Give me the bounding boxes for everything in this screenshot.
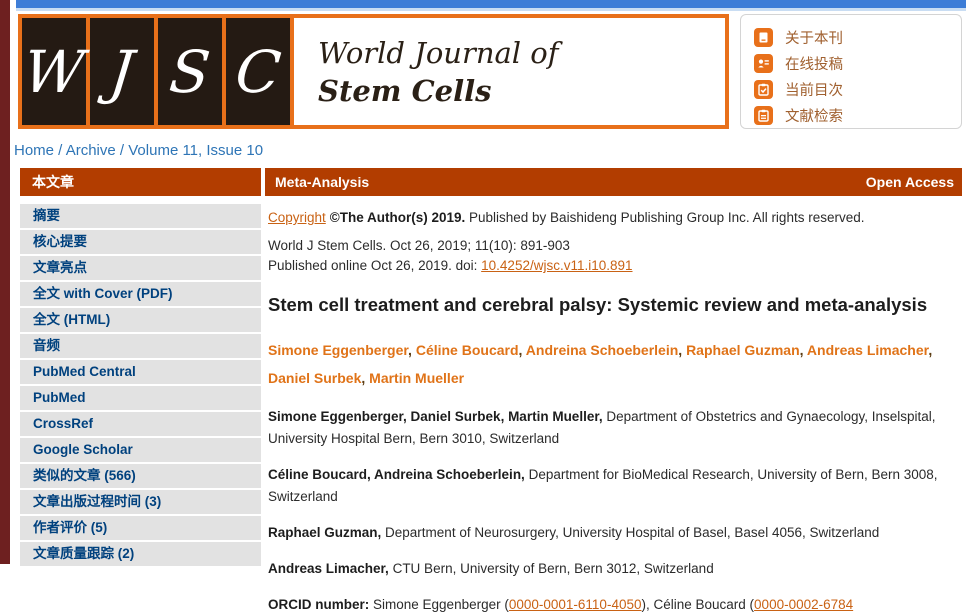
sidebar-item-crossref[interactable]: CrossRef (20, 412, 261, 436)
open-access-label: Open Access (865, 174, 954, 190)
author-link[interactable]: Raphael Guzman (686, 342, 800, 358)
logo-letter: J (106, 37, 138, 106)
author-link[interactable]: Céline Boucard (415, 342, 519, 358)
menu-item-label: 关于本刊 (785, 30, 843, 47)
article-title: Stem cell treatment and cerebral palsy: … (268, 294, 928, 315)
menu-item-current-issue[interactable]: 当前目次 (754, 76, 961, 102)
orcid-author: ), Céline Boucard ( (641, 597, 755, 612)
menu-item-label: 文献检索 (785, 108, 843, 125)
author-list: Simone Eggenberger, Céline Boucard, Andr… (268, 336, 954, 392)
sidebar-item-pubmed[interactable]: PubMed (20, 386, 261, 410)
citation-block: World J Stem Cells. Oct 26, 2019; 11(10)… (268, 236, 954, 276)
sidebar-item-google-scholar[interactable]: Google Scholar (20, 438, 261, 462)
author-link[interactable]: Martin Mueller (369, 370, 465, 386)
affiliation-authors: Raphael Guzman, (268, 525, 382, 540)
menu-item-about-journal[interactable]: 关于本刊 (754, 24, 961, 50)
breadcrumb-issue-link[interactable]: Volume 11, Issue 10 (128, 142, 264, 159)
breadcrumb-separator: / (115, 142, 129, 159)
citation-line: World J Stem Cells. Oct 26, 2019; 11(10)… (268, 238, 570, 253)
journal-logo: W J S C World Journal of Stem Cells (18, 14, 729, 129)
menu-item-label: 在线投稿 (785, 56, 843, 73)
logo-tile-c: C (226, 18, 294, 125)
journal-title-line2: Stem Cells (318, 73, 492, 108)
orcid-line: ORCID number: Simone Eggenberger (0000-0… (268, 594, 954, 616)
logo-letter: W (20, 37, 88, 106)
logo-letter: C (232, 37, 284, 106)
author-link[interactable]: Andreas Limacher (806, 342, 929, 358)
doi-link[interactable]: 10.4252/wjsc.v11.i10.891 (481, 258, 633, 273)
orcid-label: ORCID number: (268, 597, 374, 612)
article-type-label: Meta-Analysis (275, 174, 370, 190)
sidebar-items: 摘要 核心提要 文章亮点 全文 with Cover (PDF) 全文 (HTM… (20, 204, 261, 566)
sidebar-header: 本文章 (20, 168, 261, 196)
author-separator: , (408, 342, 416, 358)
journal-title: World Journal of Stem Cells (294, 18, 725, 125)
sidebar-item-author-reviews[interactable]: 作者评价 (5) (20, 516, 261, 540)
copyright-link[interactable]: Copyright (268, 210, 326, 225)
logo-tile-j: J (90, 18, 158, 125)
article-sidebar: 本文章 摘要 核心提要 文章亮点 全文 with Cover (PDF) 全文 … (20, 168, 261, 568)
sidebar-item-quality-tracking[interactable]: 文章质量跟踪 (2) (20, 542, 261, 566)
orcid-id-link[interactable]: 0000-0002-6784 (754, 597, 854, 612)
top-blue-bar-highlight (16, 8, 966, 11)
logo-tile-w: W (20, 18, 90, 125)
affiliation-text: Department of Neurosurgery, University H… (381, 525, 880, 540)
sidebar-item-publication-timeline[interactable]: 文章出版过程时间 (3) (20, 490, 261, 514)
copyright-line: Copyright ©The Author(s) 2019. Published … (268, 208, 954, 228)
top-blue-bar (16, 0, 966, 8)
affiliation-text: Department of Obstetrics and Gynaecology… (268, 409, 936, 446)
author-separator: , (799, 342, 807, 358)
author-separator: , (361, 370, 370, 386)
literature-search-icon (754, 105, 773, 125)
article-content: Copyright ©The Author(s) 2019. Published … (265, 196, 962, 616)
sidebar-item-core-tip[interactable]: 核心提要 (20, 230, 261, 254)
about-journal-icon (754, 27, 773, 47)
breadcrumb-home-link[interactable]: Home (14, 142, 55, 159)
affiliation-text: Department for BioMedical Research, Univ… (268, 467, 938, 504)
sidebar-item-fulltext-html[interactable]: 全文 (HTML) (20, 308, 261, 332)
affiliation-row: Céline Boucard, Andreina Schoeberlein, D… (268, 464, 954, 508)
quick-menu-panel: 关于本刊 在线投稿 当前目次 文献检索 (740, 14, 962, 129)
copyright-rest: Published by Baishideng Publishing Group… (465, 210, 865, 225)
breadcrumb-archive-link[interactable]: Archive (65, 142, 116, 159)
author-separator: , (928, 342, 933, 358)
orcid-author: Simone Eggenberger ( (373, 597, 509, 612)
logo-letter: S (166, 37, 214, 106)
orcid-id-link[interactable]: 0000-0001-6110-4050 (508, 597, 642, 612)
sidebar-item-fulltext-pdf[interactable]: 全文 with Cover (PDF) (20, 282, 261, 306)
copyright-authors: ©The Author(s) 2019. (329, 210, 466, 225)
affiliation-row: Andreas Limacher, CTU Bern, University o… (268, 558, 954, 580)
menu-item-label: 当前目次 (785, 82, 843, 99)
online-submission-icon (754, 53, 773, 73)
journal-title-line1: World Journal of (318, 35, 559, 70)
affiliation-authors: Céline Boucard, Andreina Schoeberlein, (268, 467, 525, 482)
sidebar-item-similar-articles[interactable]: 类似的文章 (566) (20, 464, 261, 488)
menu-item-literature-search[interactable]: 文献检索 (754, 102, 961, 128)
current-issue-icon (754, 79, 773, 99)
affiliation-authors: Andreas Limacher, (268, 561, 389, 576)
author-link[interactable]: Andreina Schoeberlein (525, 342, 679, 358)
article-type-bar: Meta-Analysis Open Access (265, 168, 962, 196)
article-main: Meta-Analysis Open Access Copyright ©The … (265, 168, 962, 616)
sidebar-item-abstract[interactable]: 摘要 (20, 204, 261, 228)
affiliation-authors: Simone Eggenberger, Daniel Surbek, Marti… (268, 409, 603, 424)
sidebar-item-pubmed-central[interactable]: PubMed Central (20, 360, 261, 384)
author-link[interactable]: Daniel Surbek (268, 370, 362, 386)
author-separator: , (518, 342, 526, 358)
author-separator: , (678, 342, 687, 358)
left-edge-stripe (0, 0, 10, 564)
affiliation-row: Raphael Guzman, Department of Neurosurge… (268, 522, 954, 544)
menu-item-online-submission[interactable]: 在线投稿 (754, 50, 961, 76)
published-online-prefix: Published online Oct 26, 2019. doi: (268, 258, 482, 273)
breadcrumb-separator: / (54, 142, 66, 159)
sidebar-item-highlights[interactable]: 文章亮点 (20, 256, 261, 280)
affiliation-text: CTU Bern, University of Bern, Bern 3012,… (388, 561, 714, 576)
breadcrumb: Home / Archive / Volume 11, Issue 10 (14, 142, 263, 159)
logo-tile-s: S (158, 18, 226, 125)
sidebar-item-audio[interactable]: 音频 (20, 334, 261, 358)
affiliation-row: Simone Eggenberger, Daniel Surbek, Marti… (268, 406, 954, 450)
author-link[interactable]: Simone Eggenberger (268, 342, 409, 358)
